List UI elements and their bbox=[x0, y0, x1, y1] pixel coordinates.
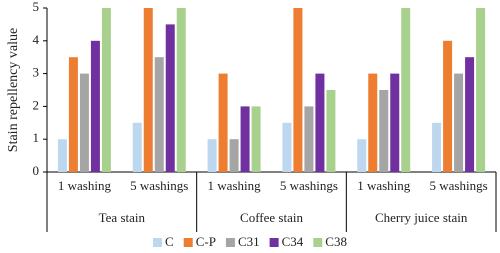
bar bbox=[57, 139, 67, 172]
group-label: Tea stain bbox=[99, 210, 146, 225]
group-label: Coffee stain bbox=[240, 210, 303, 225]
x-tick-label: 1 washing bbox=[357, 178, 411, 193]
y-tick-label: 3 bbox=[33, 65, 40, 80]
bar bbox=[132, 122, 142, 172]
bar bbox=[390, 73, 400, 172]
bar bbox=[454, 73, 464, 172]
legend-label: C38 bbox=[325, 234, 347, 249]
bar bbox=[443, 40, 453, 172]
bar bbox=[326, 90, 336, 172]
bar bbox=[218, 73, 228, 172]
bar bbox=[79, 73, 89, 172]
legend-label: C-P bbox=[196, 234, 216, 249]
bar bbox=[282, 122, 292, 172]
bar bbox=[90, 40, 100, 172]
x-tick-label: 1 washing bbox=[58, 178, 112, 193]
bar bbox=[379, 90, 389, 172]
y-tick-label: 2 bbox=[33, 97, 40, 112]
bar bbox=[165, 24, 175, 173]
bar bbox=[154, 57, 164, 173]
x-tick-label: 5 washings bbox=[280, 178, 338, 193]
y-axis-label: Stain repellency value bbox=[6, 28, 21, 152]
x-tick-label: 1 washing bbox=[208, 178, 262, 193]
bar bbox=[293, 8, 303, 172]
legend-swatch bbox=[153, 238, 163, 247]
y-tick-label: 0 bbox=[33, 163, 40, 178]
bar bbox=[465, 57, 475, 173]
bar bbox=[68, 57, 78, 173]
bar bbox=[143, 8, 153, 172]
y-tick-label: 5 bbox=[33, 0, 40, 14]
bar bbox=[476, 8, 486, 172]
group-label: Cherry juice stain bbox=[375, 210, 468, 225]
y-tick-label: 1 bbox=[33, 130, 40, 145]
y-tick-label: 4 bbox=[33, 32, 40, 47]
bar bbox=[229, 139, 239, 172]
bar bbox=[240, 106, 250, 172]
bar bbox=[207, 139, 217, 172]
bar bbox=[101, 8, 111, 172]
bar bbox=[368, 73, 378, 172]
legend-swatch bbox=[313, 238, 323, 247]
bar bbox=[432, 122, 442, 172]
legend-label: C34 bbox=[282, 234, 304, 249]
bar bbox=[176, 8, 186, 172]
bar bbox=[357, 139, 367, 172]
legend-label: C31 bbox=[238, 234, 260, 249]
legend-swatch bbox=[225, 238, 235, 247]
bar bbox=[251, 106, 261, 172]
bar bbox=[315, 73, 325, 172]
bar bbox=[304, 106, 314, 172]
legend-swatch bbox=[269, 238, 279, 247]
x-tick-label: 5 washings bbox=[430, 178, 488, 193]
legend-swatch bbox=[183, 238, 193, 247]
legend-label: C bbox=[165, 234, 174, 249]
x-tick-label: 5 washings bbox=[130, 178, 188, 193]
bar bbox=[401, 8, 411, 172]
